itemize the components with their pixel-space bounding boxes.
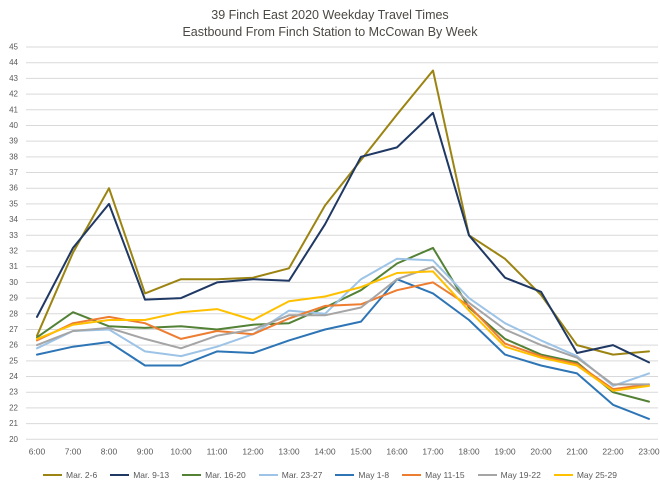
legend-swatch: [110, 473, 130, 477]
x-axis-tick-label: 23:00: [638, 446, 660, 456]
line-series-mar-23-27: [36, 257, 650, 387]
x-axis-tick-label: 14:00: [314, 446, 336, 456]
y-axis-tick-label: 38: [9, 152, 18, 161]
y-axis-tick-label: 22: [9, 403, 18, 412]
legend-swatch: [182, 473, 202, 477]
x-axis-tick-label: 13:00: [278, 446, 300, 456]
legend-item-may-19-22: May 19-22: [477, 470, 541, 480]
line-series-may-25-29: [36, 270, 650, 392]
y-axis-tick-label: 25: [9, 356, 18, 365]
x-axis-tick-label: 9:00: [137, 446, 154, 456]
legend-swatch: [553, 473, 573, 477]
legend-label: May 1-8: [358, 470, 390, 480]
y-axis-tick-label: 23: [9, 388, 18, 397]
y-axis-tick-label: 24: [9, 372, 18, 381]
x-axis-tick-label: 10:00: [170, 446, 192, 456]
chart-legend: Mar. 2-6 Mar. 9-13 Mar. 16-20 Mar. 23-27 May…: [0, 470, 660, 480]
line-series-may-1-8: [36, 278, 650, 420]
line-series-may-11-15: [36, 281, 650, 391]
legend-label: Mar. 9-13: [133, 470, 170, 480]
legend-item-may-1-8: May 1-8: [335, 470, 389, 480]
y-axis-tick-label: 30: [9, 278, 18, 287]
legend-item-mar-23-27: Mar. 23-27: [258, 470, 323, 480]
legend-label: May 11-15: [425, 470, 465, 480]
y-axis-tick-label: 33: [9, 231, 18, 240]
x-axis-tick-label: 7:00: [65, 446, 82, 456]
chart-subtitle: Eastbound From Finch Station to McCowan …: [182, 25, 478, 39]
y-axis-tick-label: 32: [9, 246, 18, 255]
legend-item-may-25-29: May 25-29: [553, 470, 617, 480]
y-axis-tick-label: 39: [9, 137, 18, 146]
y-axis-tick-label: 40: [9, 121, 18, 130]
x-axis-tick-label: 17:00: [422, 446, 444, 456]
x-axis-tick-label: 18:00: [458, 446, 480, 456]
x-axis-tick-label: 19:00: [494, 446, 516, 456]
y-axis-tick-label: 41: [9, 105, 18, 114]
x-axis-tick-label: 16:00: [386, 446, 408, 456]
y-axis-tick-label: 43: [9, 74, 18, 83]
y-axis-tick-label: 26: [9, 341, 18, 350]
legend-item-mar-16-20: Mar. 16-20: [182, 470, 246, 480]
legend-item-may-11-15: May 11-15: [402, 470, 465, 480]
y-axis-tick-label: 35: [9, 199, 18, 208]
legend-label: Mar. 2-6: [66, 470, 98, 480]
line-series-may-19-22: [36, 265, 650, 386]
y-axis-tick-label: 42: [9, 90, 18, 99]
y-axis-tick-label: 36: [9, 184, 18, 193]
y-axis-tick-label: 37: [9, 168, 18, 177]
x-axis-tick-label: 8:00: [101, 446, 118, 456]
y-axis-tick-label: 27: [9, 325, 18, 334]
y-axis-tick-label: 20: [9, 435, 18, 444]
legend-swatch: [477, 473, 497, 477]
y-axis-tick-label: 21: [9, 419, 18, 428]
plot-area: 20 21 22 23 24 25 26 27 28 29 30 31 32 33 34 35 36 37 38 39…: [9, 43, 660, 457]
y-axis-tick-label: 31: [9, 262, 18, 271]
legend-item-mar-2-6: Mar. 2-6: [43, 470, 97, 480]
y-axis-tick-label: 29: [9, 294, 18, 303]
x-axis-tick-label: 21:00: [566, 446, 588, 456]
legend-label: May 19-22: [500, 470, 541, 480]
line-series-mar-16-20: [36, 246, 650, 403]
x-axis-tick-label: 20:00: [530, 446, 552, 456]
legend-swatch: [258, 473, 278, 477]
x-axis-tick-label: 15:00: [350, 446, 372, 456]
x-axis-tick-label: 12:00: [242, 446, 264, 456]
legend-swatch: [335, 473, 355, 477]
y-axis-tick-label: 44: [9, 58, 18, 67]
y-axis-tick-label: 45: [9, 43, 18, 52]
legend-label: Mar. 16-20: [205, 470, 246, 480]
y-axis-tick-label: 34: [9, 215, 18, 224]
x-axis-tick-label: 6:00: [29, 446, 46, 456]
legend-swatch: [402, 473, 422, 477]
legend-item-mar-9-13: Mar. 9-13: [110, 470, 169, 480]
y-axis-tick-label: 28: [9, 309, 18, 318]
line-series-mar-9-13: [36, 111, 650, 364]
chart-title-block: 39 Finch East 2020 Weekday Travel Times …: [0, 7, 660, 41]
legend-label: Mar. 23-27: [281, 470, 323, 480]
chart-title: 39 Finch East 2020 Weekday Travel Times: [211, 8, 449, 22]
legend-label: May 25-29: [576, 470, 617, 480]
x-axis-tick-label: 11:00: [207, 446, 228, 456]
legend-swatch: [43, 473, 63, 477]
x-axis-tick-label: 22:00: [602, 446, 624, 456]
